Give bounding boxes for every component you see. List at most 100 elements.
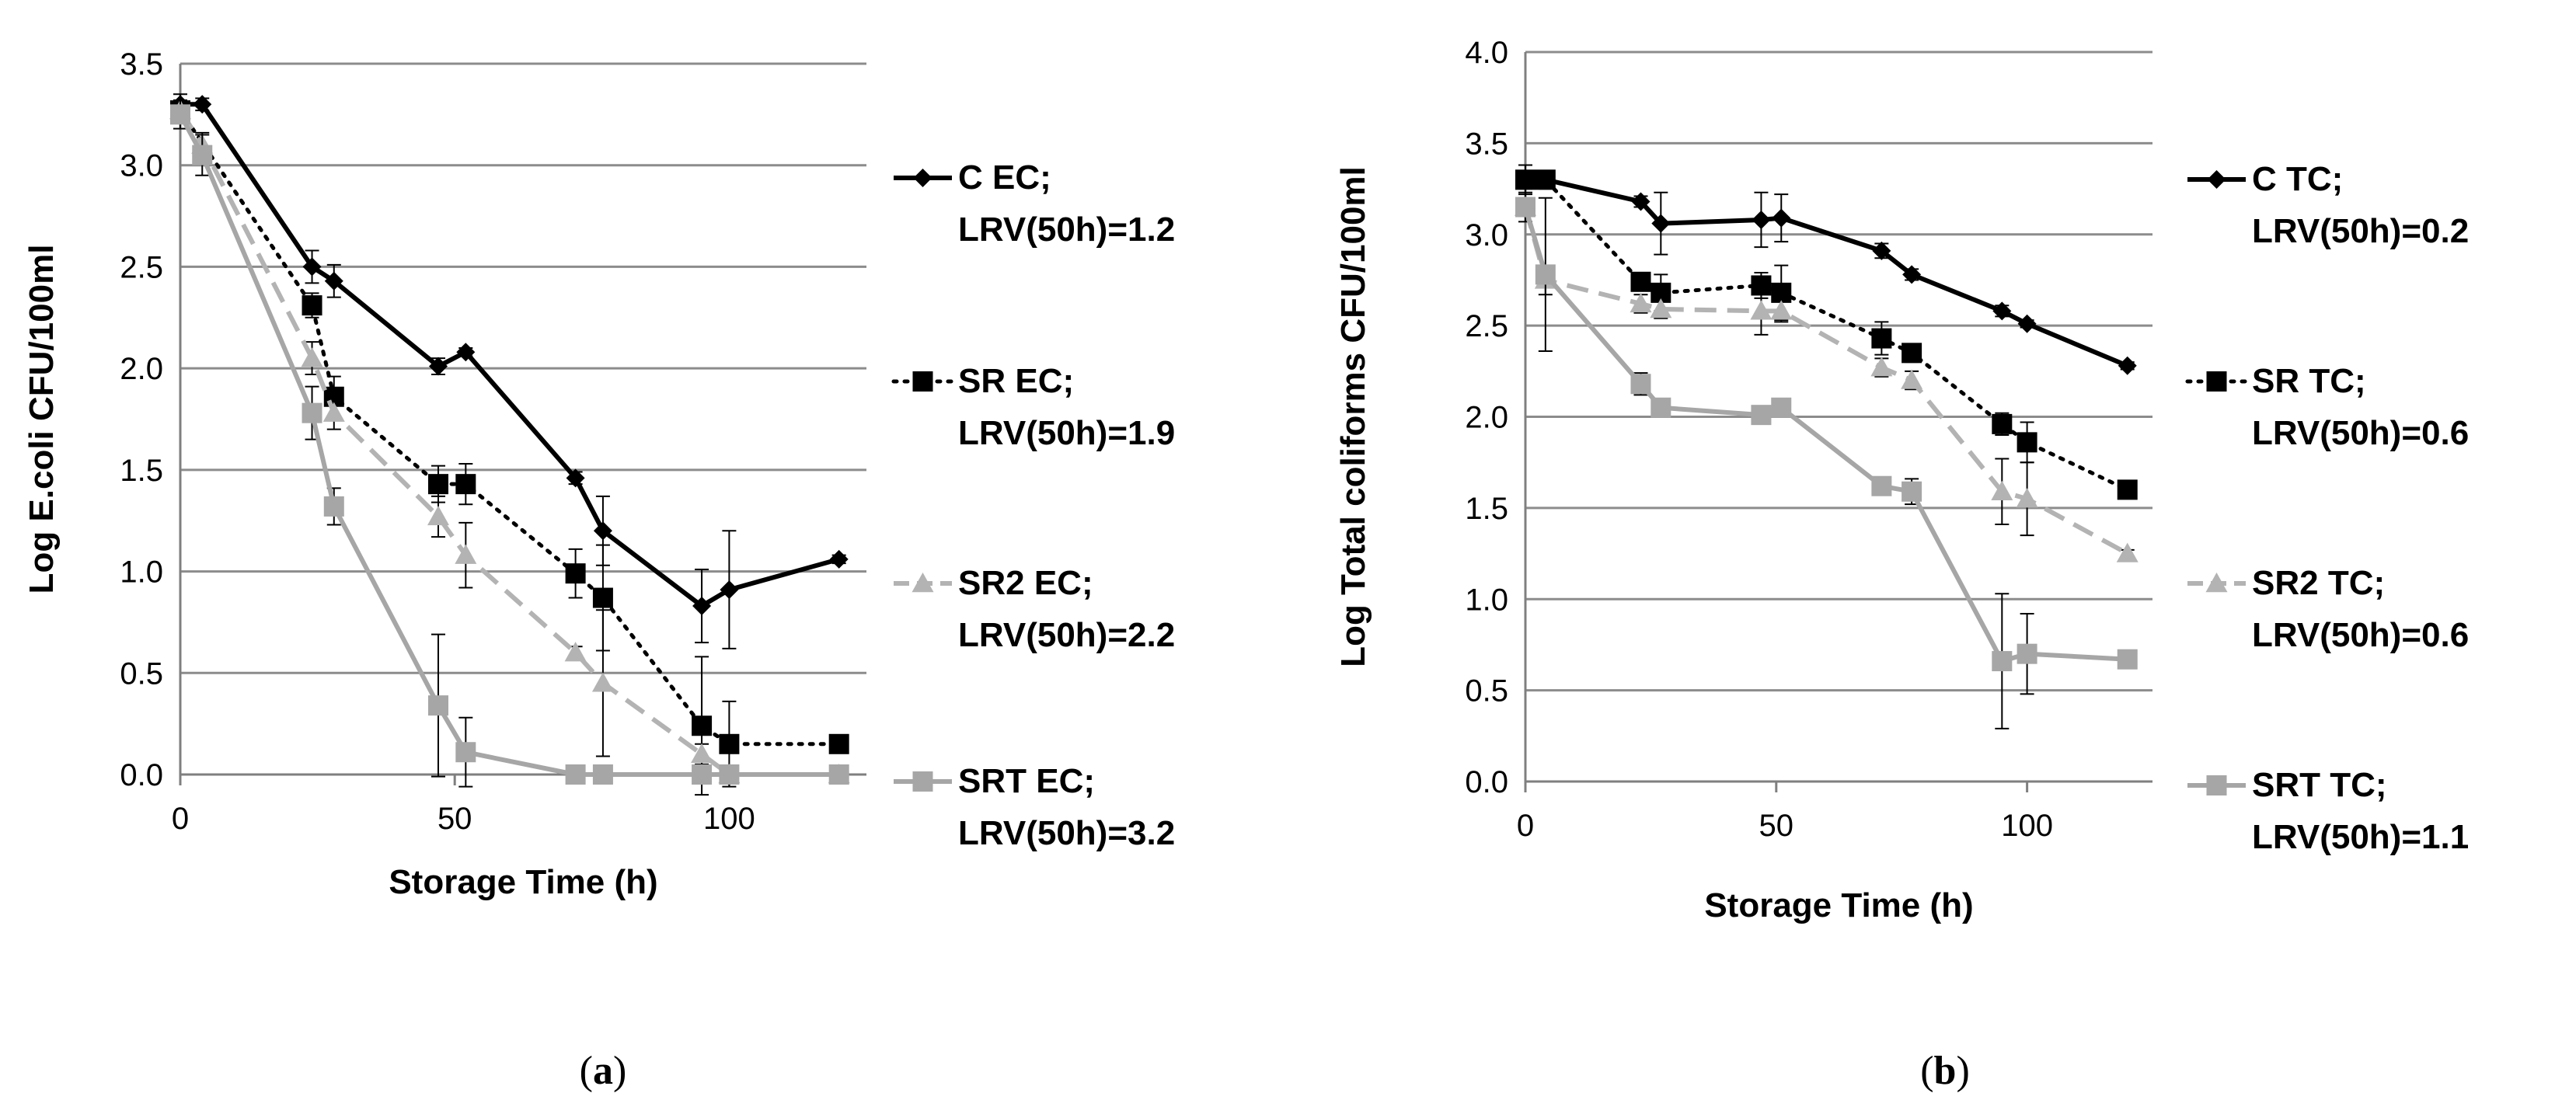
panel-label: (a) xyxy=(580,1049,627,1093)
legend-marker xyxy=(912,371,933,392)
data-point xyxy=(592,764,613,785)
data-point xyxy=(302,402,322,423)
data-point xyxy=(1515,197,1535,218)
data-point xyxy=(302,257,322,277)
legend-entry: SR TC; LRV(50h)=0.6 xyxy=(2185,362,2469,452)
data-point xyxy=(1772,208,1791,228)
legend-entry: SR EC; LRV(50h)=1.9 xyxy=(891,362,1175,452)
legend-label: SR2 EC; xyxy=(958,564,1093,602)
data-point xyxy=(2117,479,2138,500)
y-tick-label: 0.0 xyxy=(1465,765,1508,799)
legend-label-lrv: LRV(50h)=2.2 xyxy=(958,616,1175,654)
data-point xyxy=(428,474,449,495)
legend-entry: SR2 EC; LRV(50h)=2.2 xyxy=(894,564,1175,654)
y-tick-label: 3.5 xyxy=(120,47,163,82)
series-line xyxy=(178,108,842,747)
y-tick-label: 0.5 xyxy=(120,656,163,691)
legend-label: C TC; xyxy=(2252,160,2343,198)
data-point xyxy=(1750,300,1773,320)
legend-marker xyxy=(912,573,934,593)
legend-label: SRT EC; xyxy=(958,762,1095,800)
data-point xyxy=(455,742,476,763)
data-point xyxy=(2016,488,2038,508)
data-point xyxy=(427,505,450,526)
legend-entry: C EC; LRV(50h)=1.2 xyxy=(894,158,1175,249)
legend-label: SR2 TC; xyxy=(2252,564,2385,602)
data-point xyxy=(1992,651,2013,672)
data-point xyxy=(1871,328,1892,349)
data-point xyxy=(193,95,212,114)
data-point xyxy=(1751,405,1772,426)
data-point xyxy=(1902,265,1922,284)
data-point xyxy=(692,764,713,785)
y-tick-label: 3.5 xyxy=(1465,127,1508,161)
x-axis-title: Storage Time (h) xyxy=(389,863,657,901)
data-point xyxy=(1992,413,2013,434)
series-line xyxy=(178,113,839,777)
data-point xyxy=(324,271,343,291)
y-tick-label: 2.0 xyxy=(120,352,163,386)
data-point xyxy=(455,544,477,564)
legend-label: C EC; xyxy=(958,158,1051,197)
data-point xyxy=(1771,397,1792,418)
x-tick-label: 50 xyxy=(437,802,472,836)
legend-marker xyxy=(2206,371,2227,392)
legend-entry: SRT EC; LRV(50h)=3.2 xyxy=(894,762,1175,852)
series-sr-ec xyxy=(170,99,849,796)
legend-label-lrv: LRV(50h)=3.2 xyxy=(958,814,1175,852)
data-point xyxy=(1651,397,1671,418)
data-point xyxy=(1650,298,1672,319)
data-point xyxy=(692,715,713,736)
data-point xyxy=(692,597,712,616)
data-point xyxy=(1752,210,1771,229)
data-point xyxy=(565,764,586,785)
data-point xyxy=(1770,300,1793,320)
data-point xyxy=(2017,314,2037,333)
series-sr-tc xyxy=(1515,169,2138,500)
y-axis-title: Log Total coliforms CFU/100ml xyxy=(1334,166,1372,667)
data-point xyxy=(1901,343,1922,364)
data-point xyxy=(719,733,740,754)
data-point xyxy=(1630,292,1652,313)
chart-panel-a: 0.0 0.5 1.0 1.5 2.0 2.5 3.0 3.5 0 50 100 Storage Ti… xyxy=(23,47,1175,1093)
legend-label-lrv: LRV(50h)=0.6 xyxy=(2252,414,2469,452)
legend-entry: SRT TC; LRV(50h)=1.1 xyxy=(2187,766,2469,856)
data-point xyxy=(455,474,476,495)
data-point xyxy=(829,549,849,569)
data-point xyxy=(2017,432,2037,453)
series-line xyxy=(178,109,839,777)
data-point xyxy=(1651,214,1671,233)
legend-marker xyxy=(2207,170,2226,189)
data-point xyxy=(566,468,585,488)
data-point xyxy=(1631,192,1651,211)
data-point xyxy=(565,563,586,584)
legend-label-lrv: LRV(50h)=1.1 xyxy=(2252,818,2469,856)
data-point xyxy=(591,672,614,692)
data-point xyxy=(1630,374,1651,395)
legend-marker xyxy=(913,169,932,187)
legend-marker xyxy=(2206,775,2227,795)
legend-label: SR TC; xyxy=(2252,362,2366,400)
data-point xyxy=(323,496,344,517)
data-point xyxy=(1870,357,1893,377)
data-point xyxy=(1901,369,1923,389)
data-point xyxy=(1992,301,2012,321)
legend-label-lrv: LRV(50h)=0.6 xyxy=(2252,616,2469,654)
data-point xyxy=(720,580,739,600)
data-point xyxy=(1872,241,1891,260)
data-point xyxy=(828,733,849,754)
data-point xyxy=(456,343,476,362)
x-tick-label: 50 xyxy=(1759,809,1794,843)
data-point xyxy=(1991,480,2013,500)
legend-marker xyxy=(2205,573,2228,593)
data-point xyxy=(2017,643,2037,664)
data-point xyxy=(301,347,323,367)
y-tick-label: 1.5 xyxy=(120,454,163,488)
data-point xyxy=(1871,475,1892,496)
y-tick-label: 1.0 xyxy=(1465,583,1508,617)
y-tick-label: 4.0 xyxy=(1465,36,1508,70)
legend-marker xyxy=(912,771,933,792)
series-srt-tc xyxy=(1515,197,2138,729)
data-point xyxy=(719,764,740,785)
